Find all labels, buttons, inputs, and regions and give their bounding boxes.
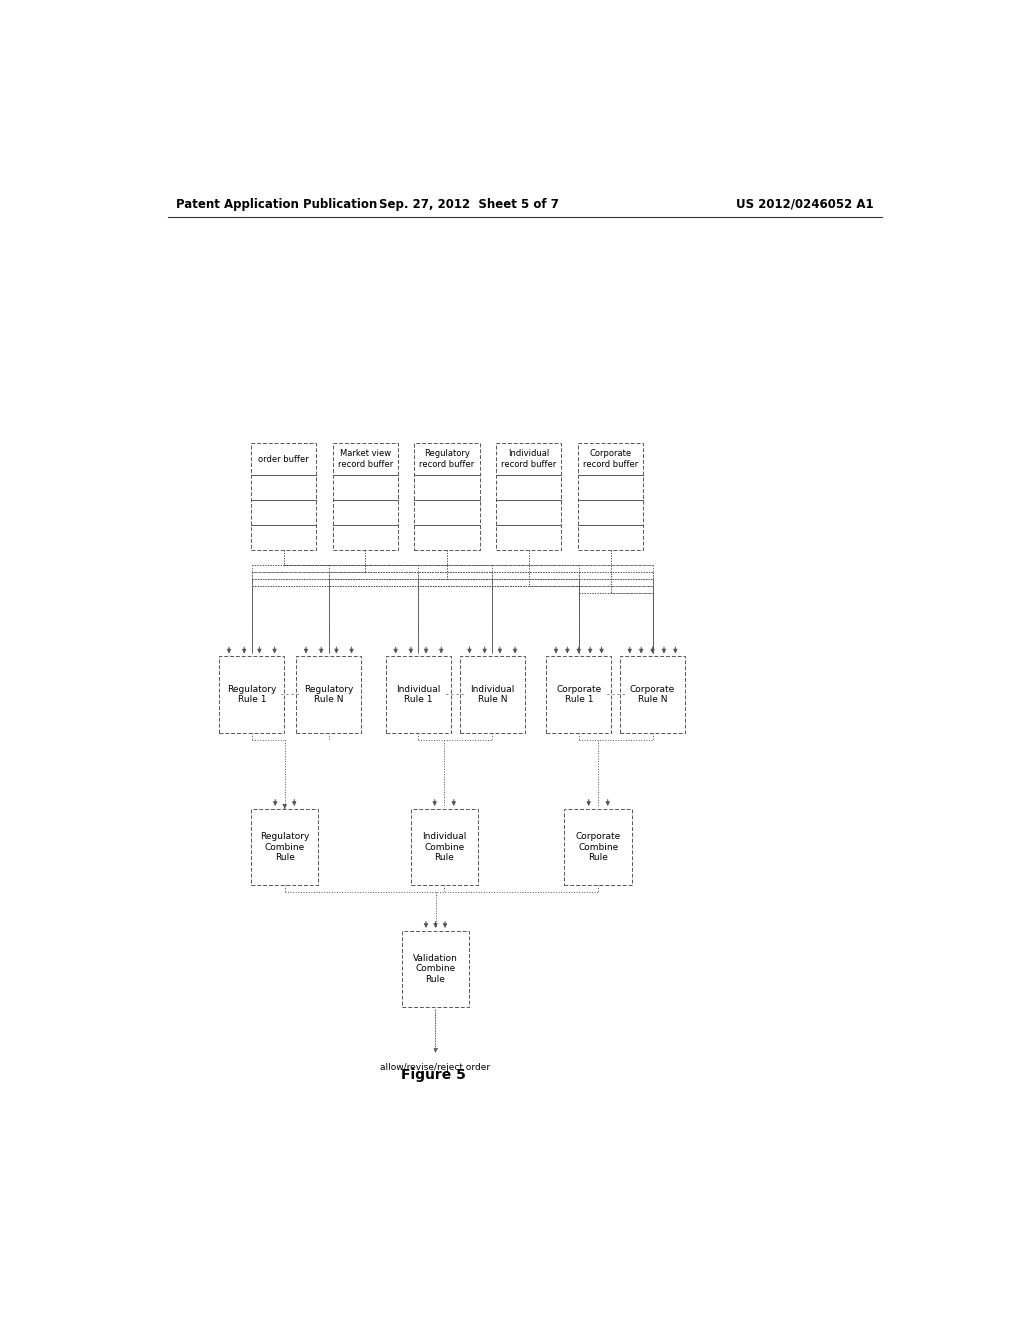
Text: Regulatory
Combine
Rule: Regulatory Combine Rule [260,832,309,862]
FancyBboxPatch shape [546,656,611,733]
FancyBboxPatch shape [219,656,285,733]
Text: Individual
Rule 1: Individual Rule 1 [396,685,440,705]
FancyBboxPatch shape [411,809,478,886]
Text: Figure 5: Figure 5 [401,1068,466,1082]
FancyBboxPatch shape [497,444,561,549]
FancyBboxPatch shape [386,656,451,733]
Text: Corporate
Rule N: Corporate Rule N [630,685,675,705]
Text: Market view
record buffer: Market view record buffer [338,449,393,469]
FancyBboxPatch shape [460,656,524,733]
Text: allow/revise/reject order: allow/revise/reject order [381,1063,490,1072]
Text: order buffer: order buffer [258,454,309,463]
Text: Corporate
Rule 1: Corporate Rule 1 [556,685,601,705]
Text: Individual
Rule N: Individual Rule N [470,685,514,705]
Text: - - - -: - - - - [606,690,625,700]
FancyBboxPatch shape [620,656,685,733]
FancyBboxPatch shape [251,809,318,886]
Text: - - - -: - - - - [282,690,299,700]
FancyBboxPatch shape [415,444,479,549]
FancyBboxPatch shape [251,444,316,549]
FancyBboxPatch shape [564,809,632,886]
Text: Patent Application Publication: Patent Application Publication [176,198,377,211]
Text: Corporate
Combine
Rule: Corporate Combine Rule [575,832,621,862]
Text: Validation
Combine
Rule: Validation Combine Rule [413,954,458,983]
Text: Corporate
record buffer: Corporate record buffer [583,449,638,469]
Text: - - - -: - - - - [446,690,465,700]
Text: Regulatory
record buffer: Regulatory record buffer [420,449,475,469]
FancyBboxPatch shape [578,444,643,549]
Text: Individual
record buffer: Individual record buffer [501,449,556,469]
Text: US 2012/0246052 A1: US 2012/0246052 A1 [736,198,873,211]
FancyBboxPatch shape [401,931,469,1007]
FancyBboxPatch shape [296,656,361,733]
Text: Sep. 27, 2012  Sheet 5 of 7: Sep. 27, 2012 Sheet 5 of 7 [379,198,559,211]
Text: Regulatory
Rule N: Regulatory Rule N [304,685,353,705]
Text: Individual
Combine
Rule: Individual Combine Rule [422,832,467,862]
FancyBboxPatch shape [333,444,397,549]
Text: Regulatory
Rule 1: Regulatory Rule 1 [227,685,276,705]
